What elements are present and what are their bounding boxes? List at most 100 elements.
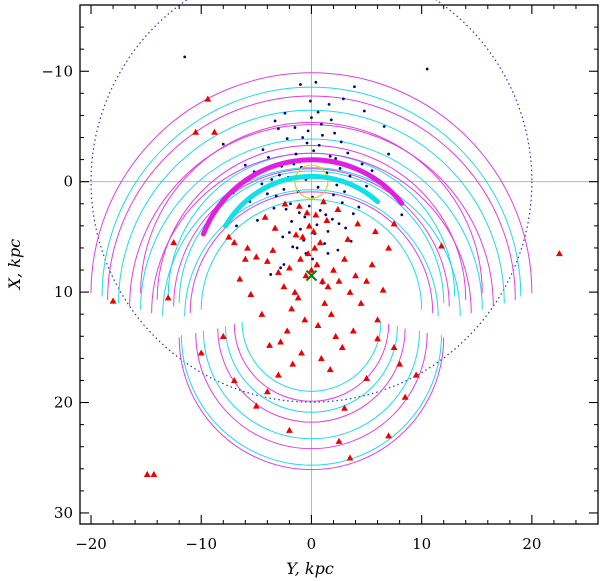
triangle-point (341, 404, 348, 411)
triangle-point (385, 432, 392, 439)
dot-point (353, 85, 356, 89)
dot-point (332, 193, 335, 197)
triangle-point (374, 316, 381, 323)
triangle-point (263, 388, 271, 395)
triangle-point (219, 332, 227, 339)
dot-point (288, 231, 291, 234)
dot-point (282, 188, 286, 191)
triangle-point (297, 255, 304, 262)
dot-point (291, 245, 295, 249)
dot-point (270, 178, 274, 181)
triangle-point (308, 266, 315, 273)
triangle-point (277, 338, 284, 345)
triangle-point (310, 227, 318, 235)
x-tick-label: −20 (75, 535, 107, 553)
dot-point (295, 246, 299, 250)
dot-point (221, 142, 225, 146)
dot-point (299, 227, 302, 231)
dot-point (400, 213, 404, 217)
triangle-point (338, 343, 346, 351)
triangle-point (354, 220, 362, 227)
dot-point (279, 266, 282, 270)
dot-point (308, 99, 312, 103)
dot-point (301, 136, 305, 139)
dot-point (319, 122, 323, 126)
y-tick-label: 0 (63, 173, 73, 191)
dot-point (346, 151, 350, 155)
triangle-point (261, 213, 269, 220)
dot-point (297, 211, 301, 215)
dot-point (339, 140, 343, 144)
dot-point (311, 257, 314, 261)
highlight-arcs (200, 157, 405, 237)
dot-point (362, 109, 366, 113)
triangle-point (330, 266, 337, 273)
triangle-point (321, 299, 329, 306)
dot-point (267, 155, 270, 159)
y-tick-label: 20 (54, 394, 73, 412)
circles (90, 0, 533, 403)
dot-point (289, 202, 292, 206)
dot-point (330, 217, 334, 221)
dot-point (326, 252, 330, 255)
dot-point (235, 224, 238, 228)
triangle-point (150, 470, 158, 478)
dot-point (243, 163, 247, 167)
triangle-point (305, 222, 313, 229)
triangle-point (317, 354, 325, 362)
y-tick-label: 10 (54, 283, 73, 301)
dot-point (318, 208, 322, 212)
dot-point (260, 182, 264, 186)
triangle-point (236, 275, 244, 282)
dot-point (306, 129, 310, 133)
triangle-point (313, 261, 321, 268)
bulge-circle (294, 164, 329, 199)
triangle-point (247, 290, 255, 298)
triangle-point (274, 371, 282, 378)
dot-point (261, 148, 265, 152)
triangle-point (274, 268, 282, 275)
triangle-point (143, 470, 151, 478)
dot-point (360, 162, 364, 166)
x-tick-label: 20 (522, 535, 541, 553)
triangle-point (401, 393, 409, 400)
dot-point (276, 127, 280, 131)
triangle-point (283, 327, 291, 334)
red-triangle-series (109, 95, 563, 478)
dot-point (282, 263, 286, 266)
dot-point (273, 119, 277, 123)
triangle-point (252, 402, 260, 409)
triangle-point (286, 264, 293, 271)
y-tick-label: −10 (41, 62, 73, 80)
dot-point (324, 213, 328, 217)
dot-point (303, 215, 307, 219)
triangle-point (311, 244, 319, 251)
dot-point (183, 55, 187, 59)
dot-point (340, 201, 344, 205)
triangle-point (332, 332, 340, 339)
dot-point (294, 152, 298, 156)
triangle-point (438, 242, 445, 249)
triangle-point (280, 283, 288, 290)
y-tick-label: 30 (54, 504, 73, 522)
dot-point (342, 97, 345, 101)
triangle-point (320, 198, 327, 205)
dot-point (382, 125, 386, 128)
dot-point (256, 218, 259, 222)
triangle-point (302, 272, 310, 279)
triangle-point (335, 437, 343, 444)
reference-lines (80, 5, 598, 524)
dot-point (365, 184, 368, 188)
dot-point (284, 207, 288, 211)
dot-point (274, 194, 278, 198)
dot-point (327, 102, 331, 106)
dot-point (338, 167, 342, 170)
dot-point (316, 185, 320, 189)
triangle-point (385, 244, 392, 251)
dot-point (387, 152, 390, 156)
y-axis-title: X, kpc (5, 239, 24, 292)
dot-point (317, 143, 321, 147)
triangle-point (204, 95, 212, 102)
triangle-point (346, 288, 354, 295)
